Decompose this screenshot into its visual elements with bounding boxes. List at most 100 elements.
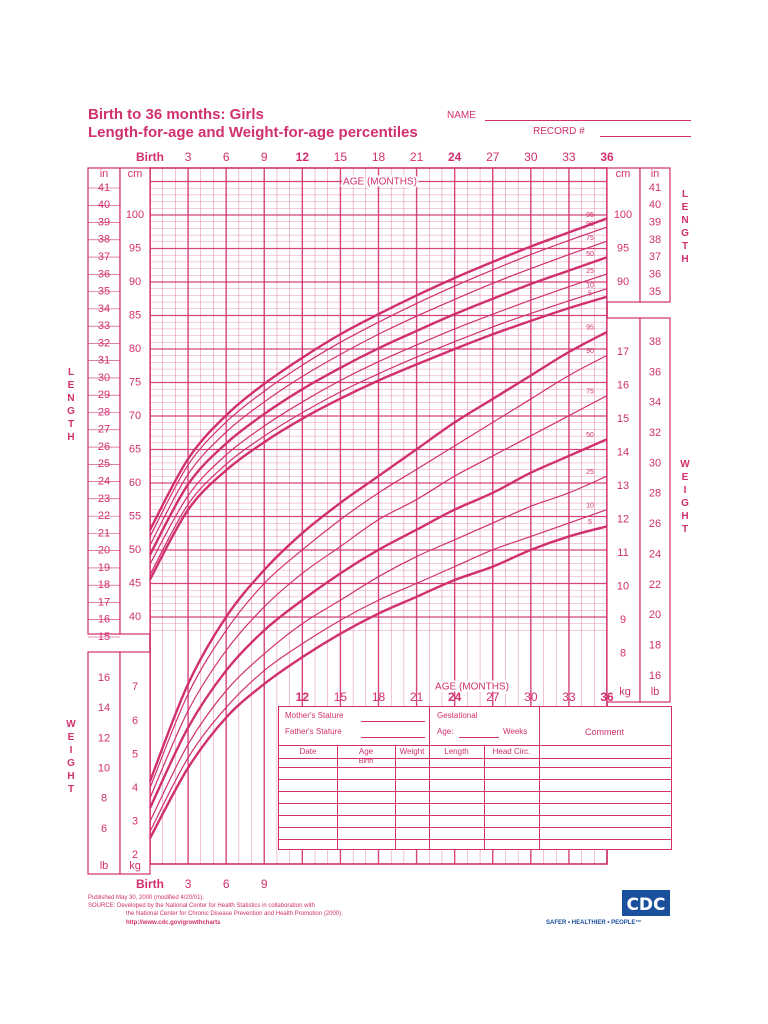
weight-curve-label-p95: 95 [586, 325, 594, 332]
growthcharts-link[interactable]: http://www.cdc.gov/growthcharts [126, 920, 221, 926]
right-kg-column [606, 317, 641, 703]
age-axis-label-mid: AGE (MONTHS) [435, 682, 509, 693]
age-axis-label-top: AGE (MONTHS) [343, 177, 417, 188]
kg-tick-label-right: 17 [617, 346, 629, 358]
record-field[interactable] [600, 136, 691, 137]
in-tick-label: 24 [98, 475, 110, 487]
gestational-age-field[interactable] [459, 737, 499, 738]
lb-tick-label-right: 32 [649, 427, 661, 439]
left-lb-column [87, 651, 121, 875]
length-curve-label-p50: 50 [586, 251, 594, 258]
in-tick-label: 34 [98, 303, 110, 315]
length-curve-label-p10: 10 [586, 283, 594, 290]
in-tick-label: 33 [98, 320, 110, 332]
month-tick-mid: 18 [372, 690, 386, 704]
in-tick-label: 19 [98, 562, 110, 574]
length-curve-label-p75: 75 [586, 235, 594, 242]
mothers-stature-field[interactable] [361, 721, 425, 722]
kg-tick-label-right: 15 [617, 413, 629, 425]
chart-title: Length-for-age and Weight-for-age percen… [88, 124, 418, 141]
record-row[interactable] [279, 803, 671, 804]
month-tick-top: 3 [185, 150, 192, 164]
length-curve-p75 [149, 240, 608, 546]
gestational-label: Gestational [437, 711, 478, 720]
cm-tick-label: 40 [129, 611, 141, 623]
fathers-stature-field[interactable] [361, 737, 425, 738]
record-row[interactable] [279, 791, 671, 792]
kg-tick-label-right: 11 [617, 547, 628, 559]
in-tick-label-right: 40 [649, 199, 661, 211]
lb-tick-label-right: 22 [649, 579, 661, 591]
record-row[interactable] [279, 815, 671, 816]
in-tick-label: 32 [98, 337, 110, 349]
weight-curve-p95 [148, 330, 608, 782]
month-tick-mid: 27 [486, 690, 500, 704]
cm-tick-label: 45 [129, 577, 141, 589]
record-row[interactable] [279, 827, 671, 828]
in-tick-label: 25 [98, 458, 110, 470]
mothers-stature-label: Mother's Stature [285, 711, 344, 720]
kg-tick-label-right: 9 [620, 614, 626, 626]
weight-curve-p25 [149, 475, 608, 822]
length-curve-p5 [148, 295, 608, 581]
in-tick-label-right: 35 [649, 286, 661, 298]
in-tick-label: 40 [98, 199, 110, 211]
left-cm-column [119, 167, 151, 635]
length-curve-label-p95: 95 [586, 212, 594, 219]
source-note: SOURCE: Developed by the National Center… [88, 903, 315, 909]
unit-in-label: in [100, 168, 109, 180]
cm-tick-label: 85 [129, 309, 141, 321]
in-tick-label-right: 41 [649, 182, 661, 194]
weight-curve-p50 [148, 438, 608, 809]
unit-lb-label: lb [100, 860, 109, 872]
length-curve-p50 [148, 256, 608, 556]
lb-tick-label-right: 34 [649, 397, 661, 409]
cm-tick-label: 60 [129, 477, 141, 489]
weight-curve-p5 [148, 525, 608, 839]
month-tick-bottom: 6 [223, 877, 230, 891]
kg-tick-label: 4 [132, 782, 138, 794]
length-curve-p90 [149, 226, 608, 537]
month-tick-top: 15 [334, 150, 348, 164]
month-tick-top: 6 [223, 150, 230, 164]
record-row[interactable] [279, 779, 671, 780]
in-tick-label: 28 [98, 406, 110, 418]
unit-cm-label: cm [128, 168, 143, 180]
lb-tick-label-right: 26 [649, 518, 661, 530]
cm-tick-label: 55 [129, 510, 141, 522]
in-tick-label: 37 [98, 251, 110, 263]
in-tick-label-right: 36 [649, 269, 661, 281]
record-row[interactable] [279, 767, 671, 768]
month-tick-mid: 36 [600, 690, 614, 704]
record-col-age: Age [358, 747, 374, 756]
month-tick-top: 24 [448, 150, 462, 164]
name-label: NAME [447, 110, 476, 121]
month-tick-mid: 24 [448, 690, 462, 704]
in-tick-label: 35 [98, 286, 110, 298]
cm-tick-label: 80 [129, 343, 141, 355]
name-field[interactable] [485, 120, 691, 121]
gestational-age-label: Age: [437, 727, 454, 736]
in-tick-label: 27 [98, 424, 110, 436]
source-note-cont: the National Center for Chronic Disease … [126, 911, 343, 917]
in-tick-label: 38 [98, 234, 110, 246]
lb-tick-label-right: 38 [649, 336, 661, 348]
lb-tick-label-right: 24 [649, 548, 661, 560]
month-tick-top: 33 [562, 150, 576, 164]
unit-kg-label: kg [129, 860, 141, 872]
month-tick-top: 21 [410, 150, 424, 164]
lb-tick-label: 8 [101, 793, 107, 805]
in-tick-label: 21 [98, 527, 110, 539]
month-tick-mid: 30 [524, 690, 538, 704]
in-tick-label-right: 39 [649, 217, 661, 229]
kg-tick-label-right: 12 [617, 514, 629, 526]
length-curve-p95 [148, 217, 608, 531]
month-tick-top: 30 [524, 150, 538, 164]
lb-tick-label: 10 [98, 763, 110, 775]
month-tick-top: 18 [372, 150, 386, 164]
record-row[interactable] [279, 839, 671, 840]
gestational-cell: Gestational Age: Weeks [429, 707, 540, 745]
kg-tick-label: 3 [132, 815, 138, 827]
